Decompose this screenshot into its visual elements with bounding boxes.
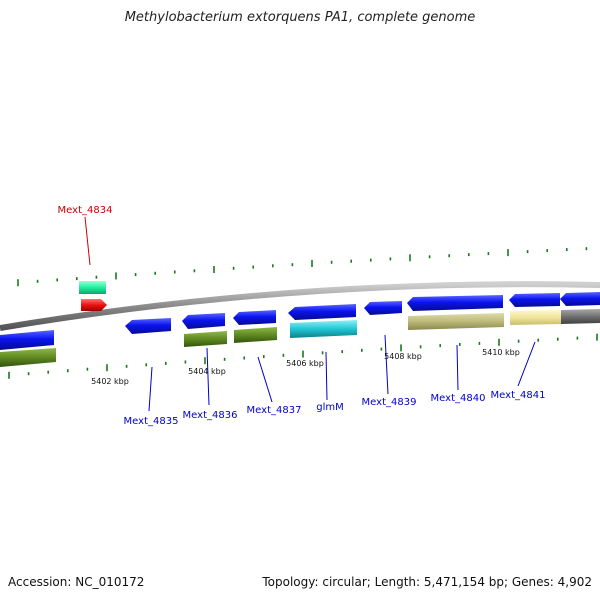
- gene-label-mext-4836[interactable]: Mext_4836: [183, 410, 238, 421]
- inner-tick-marks: [8, 333, 598, 379]
- gene-bar-mext-4836[interactable]: [184, 331, 227, 347]
- outer-tick-marks: [17, 247, 588, 287]
- gene-bar-left-edge[interactable]: [0, 348, 56, 367]
- gene-arrow-mext-4841[interactable]: [509, 293, 560, 307]
- gene-arrow-mext-4834[interactable]: [81, 299, 107, 311]
- gene-arrow-glmm[interactable]: [288, 304, 356, 320]
- gene-arrow-mext-4836[interactable]: [182, 313, 225, 329]
- gene-label-mext-4834[interactable]: Mext_4834: [58, 205, 113, 216]
- gene-bar-mext-4837[interactable]: [234, 327, 277, 343]
- leader-glmm: [325, 351, 328, 401]
- position-label-5404: 5404 kbp: [188, 367, 226, 376]
- leader-mext-4841: [517, 341, 536, 387]
- label-leader-lines: [84, 216, 536, 412]
- leader-mext-4836: [206, 347, 210, 406]
- gene-label-mext-4837[interactable]: Mext_4837: [247, 405, 302, 416]
- chromosome-backbone: [0, 281, 600, 331]
- gene-arrow-mext-4839[interactable]: [364, 301, 402, 315]
- position-label-5410: 5410 kbp: [482, 348, 520, 357]
- gene-arrow-mext-4837[interactable]: [233, 310, 276, 325]
- leader-mext-4834: [84, 216, 91, 266]
- position-label-5402: 5402 kbp: [91, 377, 129, 386]
- gene-arrow-mext-4840[interactable]: [407, 295, 503, 311]
- leader-mext-4839: [384, 334, 389, 395]
- gene-arrow-left-edge[interactable]: [0, 330, 54, 350]
- gene-bar-mext-4841[interactable]: [510, 310, 561, 325]
- gene-label-glmm[interactable]: glmM: [316, 402, 344, 413]
- leader-mext-4837: [257, 356, 273, 403]
- gene-label-mext-4839[interactable]: Mext_4839: [362, 397, 417, 408]
- genome-stats-text: Topology: circular; Length: 5,471,154 bp…: [262, 575, 592, 589]
- gene-bar-glmm[interactable]: [290, 320, 357, 338]
- gene-label-mext-4840[interactable]: Mext_4840: [431, 393, 486, 404]
- gene-label-mext-4835[interactable]: Mext_4835: [124, 416, 179, 427]
- gene-label-mext-4841[interactable]: Mext_4841: [491, 390, 546, 401]
- position-label-5406: 5406 kbp: [286, 359, 324, 368]
- gene-arrow-mext-4834-mint[interactable]: [79, 281, 106, 294]
- gene-bar-mext-4840[interactable]: [408, 313, 504, 330]
- position-label-5408: 5408 kbp: [384, 352, 422, 361]
- gene-bar-right-edge[interactable]: [561, 309, 600, 324]
- gene-arrow-right-edge[interactable]: [560, 292, 600, 306]
- gene-arrow-mext-4835[interactable]: [125, 318, 171, 334]
- gene-features: [0, 281, 600, 367]
- leader-mext-4840: [456, 344, 459, 391]
- map-title: Methylobacterium extorquens PA1, complet…: [124, 10, 476, 25]
- accession-text: Accession: NC_010172: [8, 575, 145, 589]
- leader-mext-4835: [148, 366, 153, 412]
